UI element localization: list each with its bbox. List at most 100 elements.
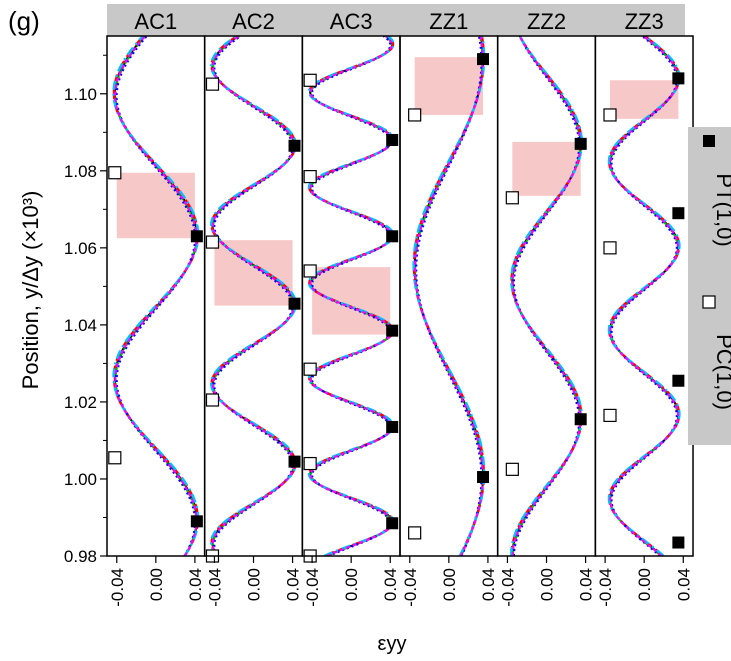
legend-pc-label: PC(1,0) xyxy=(712,334,731,410)
pt-marker xyxy=(386,420,399,433)
curve-zz2-series-4 xyxy=(512,36,581,556)
panel-header-ac1: AC1 xyxy=(134,9,177,34)
pt-marker xyxy=(672,72,685,85)
highlight-box-ac1 xyxy=(116,172,195,239)
highlight-box-zz1 xyxy=(414,57,484,115)
y-tick-label: 1.06 xyxy=(64,239,97,258)
pc-marker xyxy=(303,362,317,376)
curve-zz3-series-5 xyxy=(607,36,681,556)
pt-marker xyxy=(386,324,399,337)
y-tick-label: 1.00 xyxy=(64,470,97,489)
curve-zz1-series-5 xyxy=(412,36,486,556)
highlight-boxes xyxy=(116,57,679,335)
x-tick-label: 0.04 xyxy=(381,568,400,601)
pc-marker xyxy=(108,166,122,180)
curve-zz3-series-6 xyxy=(609,36,680,556)
x-tick-label: -0.04 xyxy=(205,568,224,607)
y-tick-label: 1.10 xyxy=(64,85,97,104)
pt-marker xyxy=(477,471,490,484)
highlight-box-ac3 xyxy=(312,267,391,335)
pt-marker xyxy=(574,413,587,426)
legend-pt-label: PT(1,0) xyxy=(712,173,731,246)
curve-ac1-series-5 xyxy=(112,36,200,556)
y-tick-label: 1.02 xyxy=(64,393,97,412)
pt-marker xyxy=(386,230,399,243)
pc-marker xyxy=(205,393,220,407)
pc-marker xyxy=(303,456,317,471)
pt-marker xyxy=(386,517,399,530)
pc-marker xyxy=(408,526,422,540)
x-tick-label: -0.04 xyxy=(596,568,615,607)
pt-marker xyxy=(672,207,685,220)
x-tick-label: 0.04 xyxy=(674,568,693,601)
highlight-box-zz2 xyxy=(512,141,581,196)
legend-pc-marker xyxy=(702,295,716,309)
panel-header-ac2: AC2 xyxy=(232,9,275,34)
x-tick-label: 0.00 xyxy=(635,568,654,601)
pt-marker xyxy=(386,134,399,146)
x-tick-label: 0.04 xyxy=(479,568,498,601)
pc-marker xyxy=(303,264,317,278)
curve-ac1-series-6 xyxy=(114,36,198,556)
panel-frame-zz2 xyxy=(496,35,597,557)
x-tick-label: -0.04 xyxy=(108,568,127,607)
panel-header-ac3: AC3 xyxy=(330,9,373,34)
point-markers xyxy=(108,53,685,563)
pc-marker xyxy=(505,462,519,476)
pt-marker xyxy=(288,139,301,152)
panel-letter: (g) xyxy=(8,6,40,36)
y-tick-label: 0.98 xyxy=(64,547,97,566)
x-tick-label: -0.04 xyxy=(303,568,322,607)
pc-marker xyxy=(205,235,220,249)
panel-header-zz1: ZZ1 xyxy=(429,9,468,34)
x-tick-label: -0.04 xyxy=(498,568,517,607)
x-tick-label: 0.00 xyxy=(245,568,264,601)
x-tick-label: -0.04 xyxy=(401,568,420,607)
x-tick-label: 0.00 xyxy=(147,568,166,601)
x-axis: -0.04 0.00 0.04 -0.04 0.00 0.04 -0.04 0.00 0.04-… xyxy=(108,556,693,607)
legend-pt-marker xyxy=(703,135,715,147)
curve-ac2-series-6 xyxy=(211,36,296,556)
y-tick-label: 1.04 xyxy=(64,316,97,335)
curve-ac1-series-2 xyxy=(114,36,198,556)
curve-zz2-series-6 xyxy=(511,36,582,556)
pt-marker xyxy=(574,137,587,150)
pc-marker xyxy=(108,451,122,465)
pc-marker xyxy=(603,241,617,255)
panel-frame-ac1 xyxy=(106,35,206,557)
panel-header-zz2: ZZ2 xyxy=(527,9,566,34)
x-axis-label: εyy xyxy=(378,633,407,655)
pc-marker xyxy=(303,73,317,87)
pt-marker xyxy=(288,297,301,310)
curve-ac1-series-3 xyxy=(112,36,199,556)
y-axis-label: Position, y/Δy (×10³) xyxy=(18,191,43,390)
strain-curves xyxy=(112,36,681,556)
pt-marker xyxy=(288,455,301,468)
pc-marker xyxy=(303,169,317,184)
x-tick-label: 0.04 xyxy=(577,568,596,601)
legend-box xyxy=(688,127,731,445)
legend: PT(1,0) PC(1,0) xyxy=(688,127,731,445)
curve-ac1-series-1 xyxy=(113,36,198,556)
pt-marker xyxy=(672,536,685,549)
pt-marker xyxy=(672,374,685,387)
panel-header-zz3: ZZ3 xyxy=(625,9,664,34)
x-tick-label: 0.04 xyxy=(186,568,205,601)
pc-marker xyxy=(505,191,519,205)
highlight-box-ac2 xyxy=(214,240,293,306)
curve-zz1-series-6 xyxy=(413,36,484,556)
pc-marker xyxy=(603,408,617,423)
pc-marker xyxy=(603,108,617,122)
pc-marker xyxy=(205,77,220,91)
pt-marker xyxy=(190,515,203,528)
y-tick-label: 1.08 xyxy=(64,162,97,181)
pt-marker xyxy=(190,230,203,243)
pc-marker xyxy=(408,108,422,122)
x-tick-label: 0.04 xyxy=(284,568,303,601)
panel-header-bar xyxy=(107,4,685,36)
x-tick-label: 0.00 xyxy=(440,568,459,601)
y-axis: 0.98 1.00 1.02 1.04 1.06 1.08 1.10 xyxy=(64,54,107,566)
curve-ac2-series-5 xyxy=(209,36,298,556)
panel-headers: AC1 AC2 AC3 ZZ1 ZZ2 ZZ3 xyxy=(134,9,663,34)
